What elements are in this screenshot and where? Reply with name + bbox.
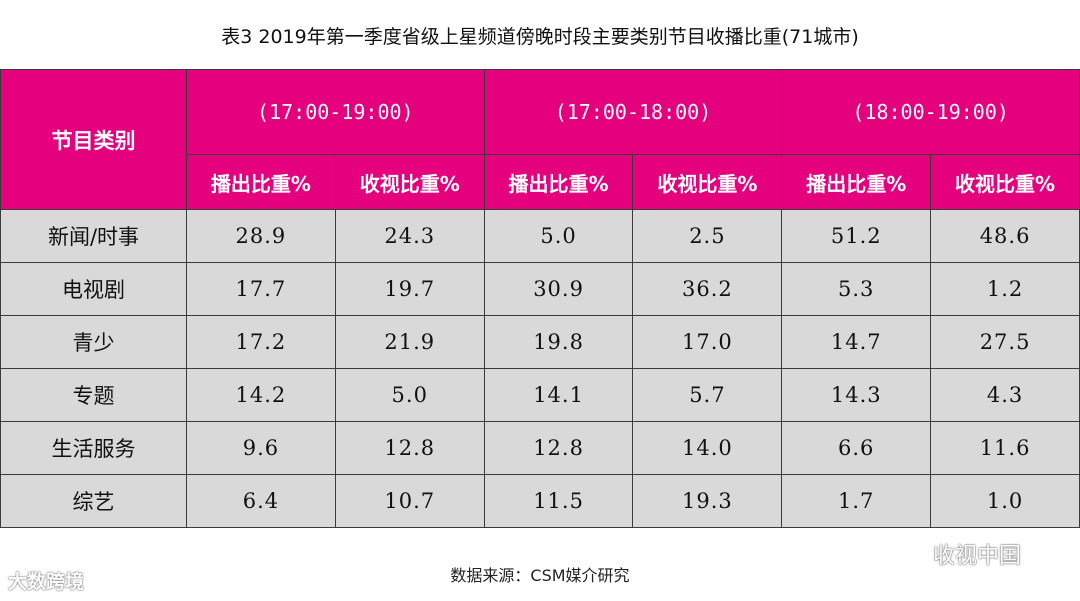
table-row: 电视剧 17.7 19.7 30.9 36.2 5.3 1.2 <box>0 262 1080 316</box>
data-table: 节目类别 (17:00-19:00) (17:00-18:00) (18:00-… <box>0 69 1080 528</box>
table-cell: 1.0 <box>930 474 1080 528</box>
table-cell: 9.6 <box>186 421 336 475</box>
table-cell: 11.5 <box>483 474 634 528</box>
table-title: 表3 2019年第一季度省级上星频道傍晚时段主要类别节目收播比重(71城市) <box>221 26 859 48</box>
watermark-right: 收视中国 <box>893 538 1021 570</box>
table-cell: 14.3 <box>781 368 932 422</box>
row-label: 青少 <box>0 315 187 369</box>
data-source-note: 数据来源：CSM媒介研究 <box>450 566 630 585</box>
table-cell: 19.7 <box>334 262 485 316</box>
row-label: 生活服务 <box>0 421 187 475</box>
table-cell: 36.2 <box>632 262 783 316</box>
table-cell: 14.7 <box>781 315 932 369</box>
table-cell: 12.8 <box>483 421 634 475</box>
table-cell: 19.8 <box>483 315 634 369</box>
table-cell: 48.6 <box>930 209 1080 263</box>
table-row: 生活服务 9.6 12.8 12.8 14.0 6.6 11.6 <box>0 421 1080 475</box>
watermark-right-text: 收视中国 <box>933 544 1022 569</box>
table-cell: 2.5 <box>632 209 783 263</box>
table-cell: 24.3 <box>334 209 485 263</box>
table-cell: 14.2 <box>186 368 336 422</box>
group-header-17-18: (17:00-18:00) <box>483 69 783 155</box>
table-cell: 14.0 <box>632 421 783 475</box>
table-cell: 17.2 <box>186 315 336 369</box>
table-cell: 4.3 <box>930 368 1080 422</box>
watermark-left: 大数跨境 <box>8 571 85 593</box>
table-cell: 14.1 <box>483 368 634 422</box>
sub-header-audience-share: 收视比重% <box>930 154 1080 210</box>
table-cell: 27.5 <box>930 315 1080 369</box>
group-header-17-19: (17:00-19:00) <box>186 69 485 155</box>
table-cell: 5.0 <box>334 368 485 422</box>
table-cell: 1.2 <box>930 262 1080 316</box>
sub-header-audience-share: 收视比重% <box>632 154 783 210</box>
sub-header-broadcast-share: 播出比重% <box>781 154 932 210</box>
group-header-18-19: (18:00-19:00) <box>781 69 1080 155</box>
row-label: 电视剧 <box>0 262 187 316</box>
table-cell: 6.6 <box>781 421 932 475</box>
table-row: 综艺 6.4 10.7 11.5 19.3 1.7 1.0 <box>0 474 1080 528</box>
table-cell: 10.7 <box>334 474 485 528</box>
table-cell: 19.3 <box>632 474 783 528</box>
table-row: 青少 17.2 21.9 19.8 17.0 14.7 27.5 <box>0 315 1080 369</box>
table-cell: 51.2 <box>781 209 932 263</box>
table-cell: 5.3 <box>781 262 932 316</box>
table-cell: 6.4 <box>186 474 336 528</box>
table-row: 新闻/时事 28.9 24.3 5.0 2.5 51.2 48.6 <box>0 209 1080 263</box>
row-label: 专题 <box>0 368 187 422</box>
table-cell: 17.0 <box>632 315 783 369</box>
table-cell: 1.7 <box>781 474 932 528</box>
table-cell: 21.9 <box>334 315 485 369</box>
wechat-icon <box>894 542 925 566</box>
table-row: 专题 14.2 5.0 14.1 5.7 14.3 4.3 <box>0 368 1080 422</box>
table-cell: 5.0 <box>483 209 634 263</box>
table-cell: 12.8 <box>334 421 485 475</box>
table-cell: 5.7 <box>632 368 783 422</box>
table-cell: 17.7 <box>186 262 336 316</box>
table-cell: 11.6 <box>930 421 1080 475</box>
category-header: 节目类别 <box>0 69 187 210</box>
sub-header-broadcast-share: 播出比重% <box>483 154 634 210</box>
sub-header-audience-share: 收视比重% <box>334 154 485 210</box>
table-cell: 30.9 <box>483 262 634 316</box>
table-cell: 28.9 <box>186 209 336 263</box>
row-label: 综艺 <box>0 474 187 528</box>
sub-header-broadcast-share: 播出比重% <box>186 154 336 210</box>
row-label: 新闻/时事 <box>0 209 187 263</box>
